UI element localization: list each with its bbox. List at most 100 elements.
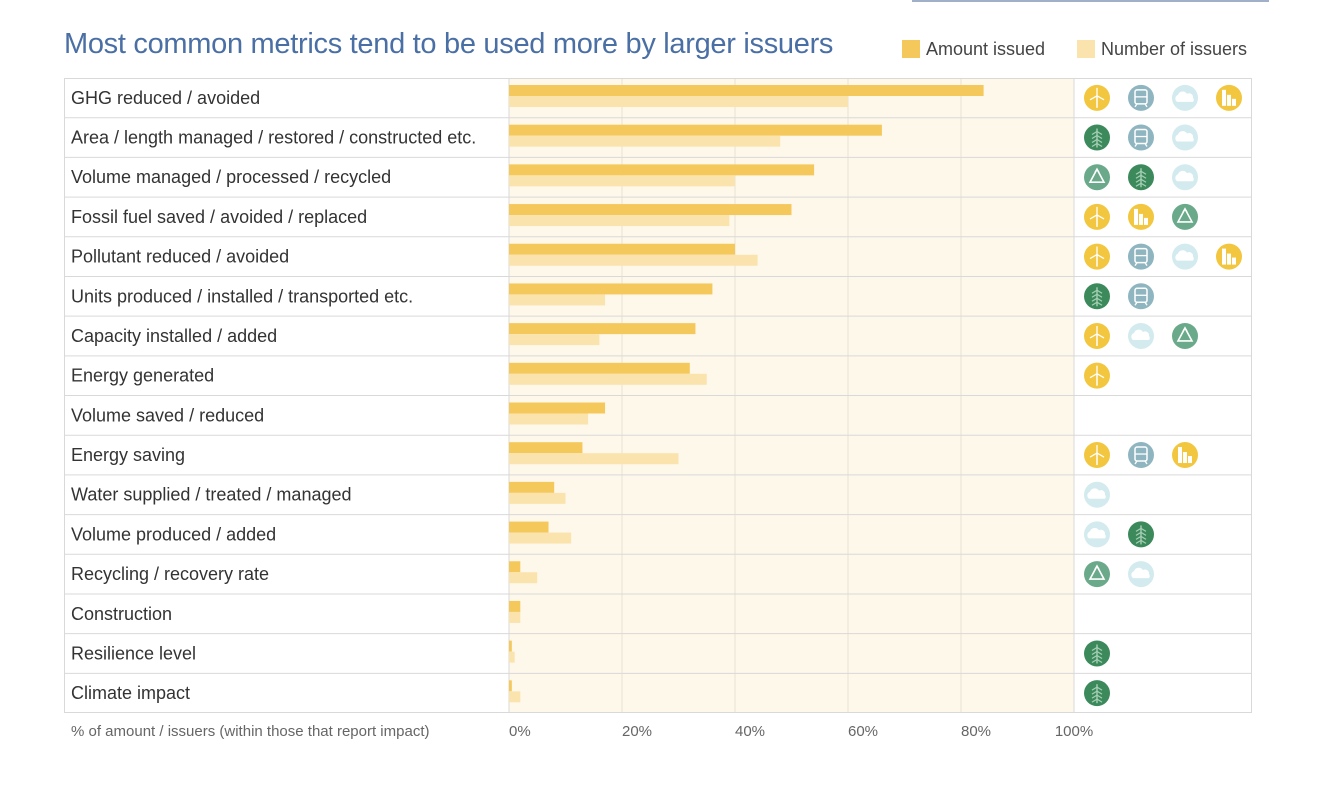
building-shape: [1227, 253, 1231, 265]
tree-branch: [1140, 182, 1147, 187]
energy-icon: [1084, 322, 1110, 349]
turbine-blade: [1089, 95, 1098, 101]
train-rail: [1144, 143, 1148, 147]
nature-icon: [1084, 283, 1110, 310]
tree-branch: [1135, 535, 1142, 540]
tree-branch: [1096, 131, 1103, 136]
turbine-blade: [1089, 254, 1098, 260]
row-label: Recycling / recovery rate: [71, 564, 269, 584]
bar-number-of-issuers: [509, 572, 538, 584]
legend-item-issuers: Number of issuers: [1077, 38, 1247, 60]
transport-icon-disc: [1128, 124, 1154, 151]
bar-number-of-issuers: [509, 175, 735, 187]
turbine-blade: [1096, 214, 1105, 220]
transport-icon-disc: [1128, 283, 1154, 310]
bar-number-of-issuers: [509, 254, 758, 266]
energy-icon: [1084, 203, 1110, 230]
tree-branch: [1091, 658, 1098, 663]
train-rail: [1144, 262, 1148, 266]
turbine-blade: [1089, 333, 1098, 339]
bar-number-of-issuers: [509, 413, 589, 425]
row-label: Capacity installed / added: [71, 326, 277, 346]
row-label: Volume saved / reduced: [71, 405, 264, 425]
x-tick-label: 20%: [622, 723, 652, 740]
recycle-arrow: [1094, 564, 1100, 570]
turbine-blade: [1089, 373, 1098, 379]
tree-branch: [1091, 131, 1098, 136]
bar-number-of-issuers: [509, 96, 848, 107]
climate-icon: [1172, 164, 1198, 191]
turbine-blade: [1096, 95, 1105, 101]
recycling-icon-disc: [1172, 203, 1198, 230]
buildings-icon: [1216, 243, 1242, 270]
transport-icon: [1128, 84, 1154, 111]
legend-swatch-issuers: [1077, 40, 1095, 58]
train-rail: [1144, 103, 1148, 108]
tree-branch: [1096, 690, 1103, 695]
buildings-icon: [1216, 84, 1242, 111]
recycling-icon: [1172, 203, 1198, 230]
train-rail: [1134, 143, 1138, 147]
bar-amount-issued: [509, 243, 735, 255]
tree-branch: [1140, 174, 1147, 179]
x-tick-label: 60%: [848, 723, 878, 740]
row-label: Volume produced / added: [71, 524, 276, 544]
row-label: Construction: [71, 604, 172, 624]
table-border: [64, 78, 1252, 713]
row-label: Volume managed / processed / recycled: [71, 167, 391, 187]
turbine-blade: [1096, 373, 1105, 379]
nature-icon: [1128, 164, 1154, 191]
climate-icon: [1128, 322, 1154, 349]
tree-branch: [1135, 170, 1142, 175]
tree-branch: [1135, 174, 1142, 179]
cloud-shape: [1175, 250, 1194, 261]
recycling-icon-disc: [1084, 164, 1110, 191]
bar-amount-issued: [509, 402, 606, 414]
tree-branch: [1091, 143, 1098, 148]
climate-icon: [1128, 561, 1154, 588]
bar-amount-issued: [509, 204, 792, 216]
climate-icon: [1172, 243, 1198, 270]
row-label: GHG reduced / avoided: [71, 88, 260, 108]
nature-icon: [1084, 680, 1110, 707]
building-shape: [1222, 248, 1226, 265]
header-rule: [912, 0, 1269, 2]
row-label: Units produced / installed / transported…: [71, 286, 413, 306]
bar-amount-issued: [509, 85, 984, 96]
cloud-shape: [1175, 131, 1194, 142]
bar-amount-issued: [509, 283, 713, 295]
bar-amount-issued: [509, 680, 512, 692]
building-shape: [1232, 98, 1236, 106]
row-label: Fossil fuel saved / avoided / replaced: [71, 207, 367, 227]
transport-icon: [1128, 283, 1154, 310]
cloud-shape: [1087, 528, 1106, 539]
tree-branch: [1091, 690, 1098, 695]
tree-branch: [1140, 535, 1147, 540]
tree-branch: [1091, 650, 1098, 655]
energy-icon: [1084, 362, 1110, 389]
row-label: Energy generated: [71, 366, 214, 386]
bar-amount-issued: [509, 164, 815, 176]
building-shape: [1144, 217, 1148, 225]
tree-branch: [1096, 293, 1103, 298]
recycle-triangle: [1176, 326, 1194, 342]
recycle-triangle: [1176, 207, 1194, 223]
recycle-arrow: [1094, 168, 1100, 173]
bar-amount-issued: [509, 521, 549, 533]
tree-branch: [1135, 182, 1142, 187]
bar-number-of-issuers: [509, 215, 730, 227]
tree-branch: [1091, 686, 1098, 691]
x-tick-label: 40%: [735, 723, 765, 740]
tree-branch: [1135, 539, 1142, 544]
transport-icon: [1128, 442, 1154, 469]
recycle-arrow: [1182, 207, 1188, 213]
nature-icon: [1128, 521, 1154, 548]
transport-icon-disc: [1128, 442, 1154, 469]
cloud-shape: [1131, 567, 1150, 579]
bar-amount-issued: [509, 600, 521, 612]
tree-branch: [1091, 289, 1098, 294]
row-label: Climate impact: [71, 683, 190, 703]
tree-branch: [1091, 293, 1098, 298]
bar-amount-issued: [509, 442, 583, 454]
